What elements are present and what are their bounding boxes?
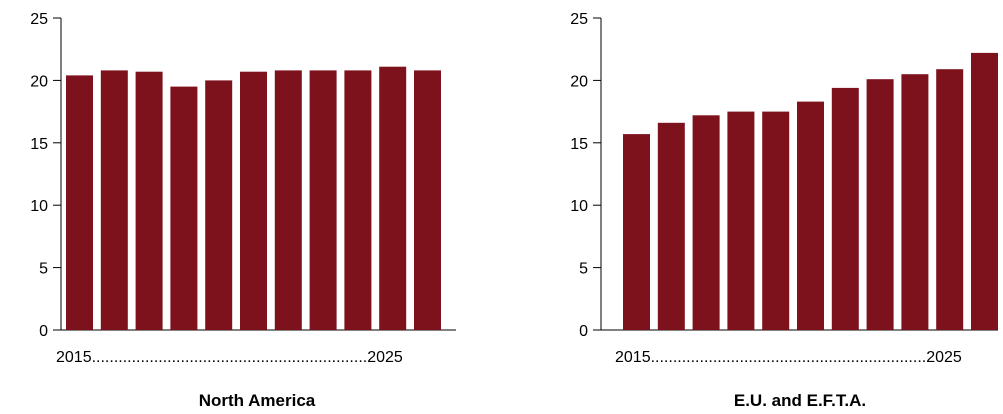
bar-2025 (971, 52, 998, 331)
y-tick-label: 20 (570, 73, 588, 90)
bar-2017 (135, 71, 163, 330)
bar-2018 (727, 111, 755, 330)
bar-2019 (762, 111, 790, 330)
bar-2021 (831, 87, 859, 331)
y-tick-label: 0 (579, 323, 588, 340)
y-tick-label: 15 (30, 136, 48, 153)
bar-2019 (205, 80, 233, 331)
bar-2015 (66, 75, 93, 331)
bar-2022 (309, 70, 337, 331)
y-axis: 0 5 10 15 20 25 (30, 11, 62, 340)
y-tick-label: 15 (570, 136, 588, 153)
x-range-label: 2015....................................… (615, 349, 962, 366)
y-tick-label: 20 (30, 73, 48, 90)
chart-title: North America (199, 391, 316, 410)
chart-panel-north-america: 0 5 10 15 20 25 2015.........................… (30, 11, 456, 410)
y-tick-label: 5 (579, 261, 588, 278)
x-range-label: 2015....................................… (56, 349, 403, 366)
bar-2024 (936, 69, 964, 330)
bar-2025 (414, 70, 441, 331)
bar-2016 (657, 122, 685, 330)
bar-2024 (379, 66, 407, 330)
bar-2022 (866, 79, 894, 330)
y-tick-label: 10 (30, 198, 48, 215)
bar-2015 (623, 134, 650, 330)
y-tick-label: 10 (570, 198, 588, 215)
bar-2016 (100, 70, 128, 331)
bar-2023 (344, 70, 372, 331)
chart-panel-eu-efta: 0 5 10 15 20 25 2015.........................… (570, 11, 998, 410)
y-tick-label: 5 (39, 261, 48, 278)
y-tick-label: 25 (570, 11, 588, 28)
bar-2017 (692, 115, 720, 330)
bar-2023 (901, 74, 929, 330)
y-axis: 0 5 10 15 20 25 (570, 11, 602, 340)
bar-2021 (274, 70, 302, 331)
bars-group (66, 66, 441, 331)
bar-2018 (170, 86, 198, 330)
bars-group (623, 52, 998, 331)
bar-2020 (240, 71, 267, 330)
y-tick-label: 25 (30, 11, 48, 28)
y-tick-label: 0 (39, 323, 48, 340)
bar-2020 (797, 101, 824, 330)
chart-title: E.U. and E.F.T.A. (734, 391, 866, 410)
